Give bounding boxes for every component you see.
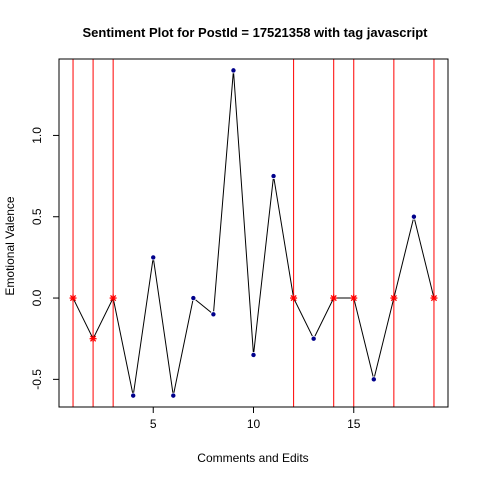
x-tick-label: 15 xyxy=(347,417,361,431)
data-point xyxy=(130,392,137,399)
y-tick-label: 0.0 xyxy=(30,289,44,306)
highlight-point xyxy=(350,294,358,302)
series-line xyxy=(72,70,435,396)
highlight-point xyxy=(89,335,97,343)
highlight-point xyxy=(109,294,117,302)
data-point xyxy=(410,213,417,220)
y-tick-label: 1.0 xyxy=(30,127,44,144)
highlight-point xyxy=(390,294,398,302)
data-point xyxy=(250,351,257,358)
data-point xyxy=(190,295,197,302)
data-point xyxy=(150,254,157,261)
y-tick-label: -0.5 xyxy=(30,369,44,390)
data-point xyxy=(270,173,277,180)
x-tick-label: 10 xyxy=(247,417,261,431)
y-axis-label: Emotional Valence xyxy=(3,196,17,295)
x-tick-label: 5 xyxy=(150,417,157,431)
plot-area xyxy=(69,59,438,407)
data-point xyxy=(230,67,237,74)
chart-title: Sentiment Plot for PostId = 17521358 wit… xyxy=(83,25,429,40)
data-point xyxy=(170,392,177,399)
data-point xyxy=(210,311,217,318)
highlight-point xyxy=(69,294,77,302)
data-point xyxy=(370,376,377,383)
y-tick-label: 0.5 xyxy=(30,208,44,225)
highlight-point xyxy=(290,294,298,302)
x-axis-label: Comments and Edits xyxy=(197,451,308,465)
highlight-point xyxy=(330,294,338,302)
highlight-point xyxy=(430,294,438,302)
data-point xyxy=(310,335,317,342)
